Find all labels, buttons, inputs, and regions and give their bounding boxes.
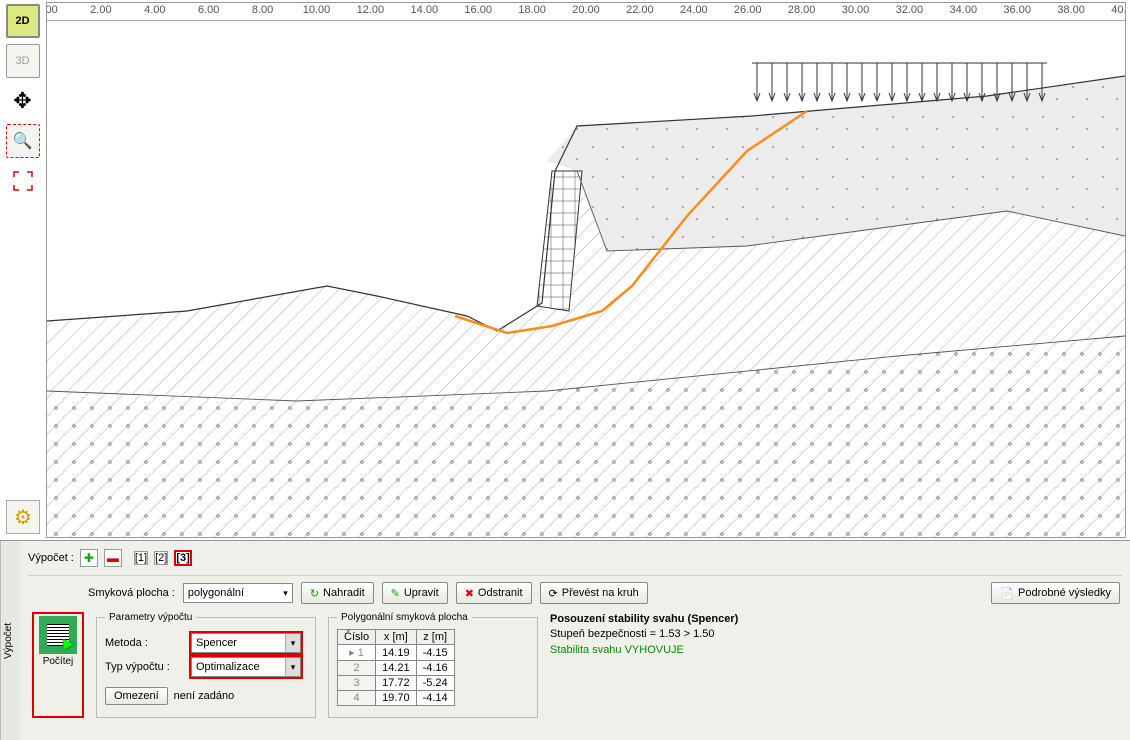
slope-diagram xyxy=(47,21,1125,537)
poly-table: Číslox [m]z [m] ▸ 114.19-4.15214.21-4.16… xyxy=(337,629,455,706)
remove-calc-button[interactable]: ▬ xyxy=(104,549,122,567)
type-label: Typ výpočtu : xyxy=(105,661,185,673)
replace-button[interactable]: ↻Nahradit xyxy=(301,582,374,604)
ruler: 0.002.004.006.008.0010.0012.0014.0016.00… xyxy=(47,3,1125,21)
detail-results-button[interactable]: 📄Podrobné výsledky xyxy=(991,582,1120,604)
calc-label: Výpočet : xyxy=(28,552,74,564)
compute-button[interactable]: Počítej xyxy=(32,612,84,718)
zoom-button[interactable]: 🔍 xyxy=(6,124,40,158)
calc-num-2[interactable]: [2] xyxy=(154,551,168,565)
side-tab[interactable]: Výpočet xyxy=(0,541,20,740)
add-calc-button[interactable]: ✚ xyxy=(80,549,98,567)
move-button[interactable]: ✥ xyxy=(6,84,40,118)
restrict-button[interactable]: Omezení xyxy=(105,687,168,705)
convert-button[interactable]: ⟳Převést na kruh xyxy=(540,582,648,604)
results: Posouzení stability svahu (Spencer) Stup… xyxy=(550,612,738,718)
results-title: Posouzení stability svahu (Spencer) xyxy=(550,612,738,627)
controls-row: Smyková plocha : polygonální ↻Nahradit ✎… xyxy=(28,576,1122,612)
bottom-panel: Výpočet Výpočet : ✚ ▬ [1] [2] [3] Smyková … xyxy=(0,540,1130,740)
compute-label: Počítej xyxy=(43,656,74,667)
restrict-value: není zadáno xyxy=(174,690,235,702)
compute-icon xyxy=(39,616,77,654)
method-label: Metoda : xyxy=(105,637,185,649)
results-fs: Stupeň bezpečnosti = 1.53 > 1.50 xyxy=(550,627,738,642)
type-select[interactable]: Optimalizace xyxy=(191,657,301,677)
calc-row: Výpočet : ✚ ▬ [1] [2] [3] xyxy=(28,545,1122,576)
calc-num-3[interactable]: [3] xyxy=(174,550,191,566)
view-2d-button[interactable]: 2D xyxy=(6,4,40,38)
slip-label: Smyková plocha : xyxy=(88,587,175,599)
left-toolbar: 2D 3D ✥ 🔍 xyxy=(0,0,46,540)
edit-button[interactable]: ✎Upravit xyxy=(382,582,448,604)
method-select[interactable]: Spencer xyxy=(191,633,301,653)
params-fieldset: Parametry výpočtu Metoda : Spencer Typ v… xyxy=(96,612,316,718)
delete-button[interactable]: ✖Odstranit xyxy=(456,582,532,604)
fit-button[interactable] xyxy=(6,164,40,198)
settings-button[interactable]: ⚙ xyxy=(6,500,40,534)
view-3d-button[interactable]: 3D xyxy=(6,44,40,78)
calc-num-1[interactable]: [1] xyxy=(134,551,148,565)
poly-legend: Polygonální smyková plocha xyxy=(337,612,472,623)
canvas[interactable]: 0.002.004.006.008.0010.0012.0014.0016.00… xyxy=(46,2,1126,538)
main-app: 2D 3D ✥ 🔍 0.002.004.006.008.0010.0012.00… xyxy=(0,0,1130,540)
slip-type-select[interactable]: polygonální xyxy=(183,583,293,603)
params-legend: Parametry výpočtu xyxy=(105,612,196,623)
poly-fieldset: Polygonální smyková plocha Číslox [m]z [… xyxy=(328,612,538,718)
results-verdict: Stabilita svahu VYHOVUJE xyxy=(550,643,738,658)
